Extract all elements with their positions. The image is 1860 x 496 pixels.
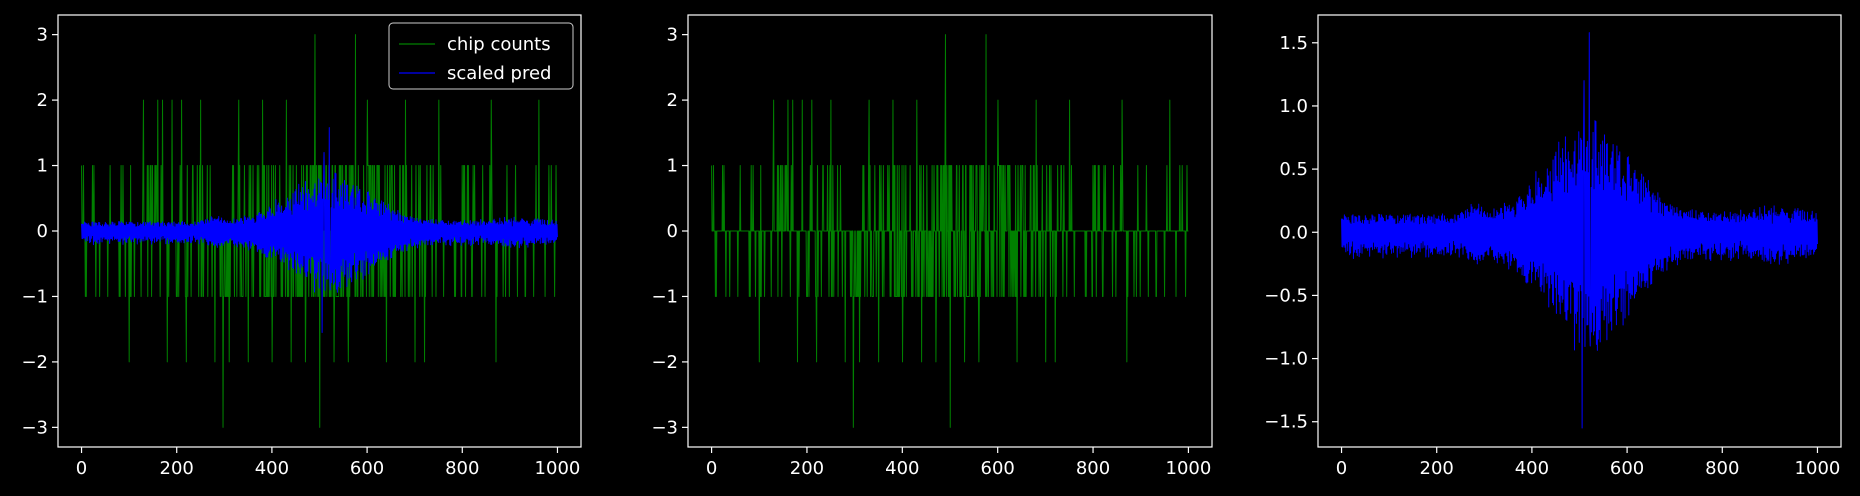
x-tick-label: 1000 [1166,458,1212,479]
series-line-scaled-pred [1341,32,1818,429]
panel-counts-and-pred: 0 200 400 600 800 1000 −3 −2 −1 0 1 2 3 chip counts sc… [21,14,582,479]
x-tick-label: 400 [1515,458,1549,479]
panel-pred: 0 200 400 600 800 1000 −1.5 −1.0 −0.5 0.0 0.5 1.0 1.… [1264,14,1842,479]
x-tick-label: 0 [706,458,717,479]
y-tick-label: 1 [667,156,678,177]
x-tick-label: 800 [1705,458,1739,479]
x-tick-label: 0 [76,458,87,479]
y-tick-label: 1 [37,156,48,177]
y-tick-label: 1.5 [1279,33,1308,54]
y-tick-label: 3 [37,25,48,46]
y-tick-label: 1.0 [1279,96,1308,117]
y-tick-label: 0 [667,221,678,242]
x-tick-label: 600 [350,458,384,479]
x-tick-label: 600 [981,458,1015,479]
x-tick-label: 400 [885,458,919,479]
x-tick-label: 1000 [535,458,581,479]
y-tick-label: 0 [37,221,48,242]
y-tick-label: 2 [37,90,48,111]
x-tick-label: 200 [790,458,824,479]
y-tick-label: −2 [651,352,678,373]
x-tick-label: 800 [445,458,479,479]
plot-area [1341,32,1818,429]
x-tick-label: 1000 [1795,458,1841,479]
axes-frame [1317,14,1842,448]
y-tick-label: −2 [21,352,48,373]
series-line-chip-counts [711,34,1189,428]
legend-label: scaled pred [447,63,551,84]
plot-area [81,34,558,428]
legend-label: chip counts [447,34,551,55]
x-tick-label: 600 [1610,458,1644,479]
x-tick-label: 200 [1420,458,1454,479]
legend: chip counts scaled pred [388,22,574,90]
y-tick-label: −0.5 [1264,285,1308,306]
y-tick-label: −1 [651,286,678,307]
x-tick-label: 400 [255,458,289,479]
y-tick-label: −3 [21,417,48,438]
y-tick-label: 0.5 [1279,159,1308,180]
y-tick-label: −1.5 [1264,412,1308,433]
y-tick-label: 3 [667,25,678,46]
y-tick-label: −1 [21,286,48,307]
y-tick-label: 2 [667,90,678,111]
y-tick-label: −3 [651,417,678,438]
x-tick-label: 800 [1076,458,1110,479]
panel-counts: 0 200 400 600 800 1000 −3 −2 −1 0 1 2 3 [651,14,1213,479]
series-line-scaled-pred [81,127,558,333]
y-tick-label: −1.0 [1264,349,1308,370]
x-tick-label: 200 [160,458,194,479]
y-tick-label: 0.0 [1279,222,1308,243]
plot-area [711,34,1189,428]
x-tick-label: 0 [1336,458,1347,479]
